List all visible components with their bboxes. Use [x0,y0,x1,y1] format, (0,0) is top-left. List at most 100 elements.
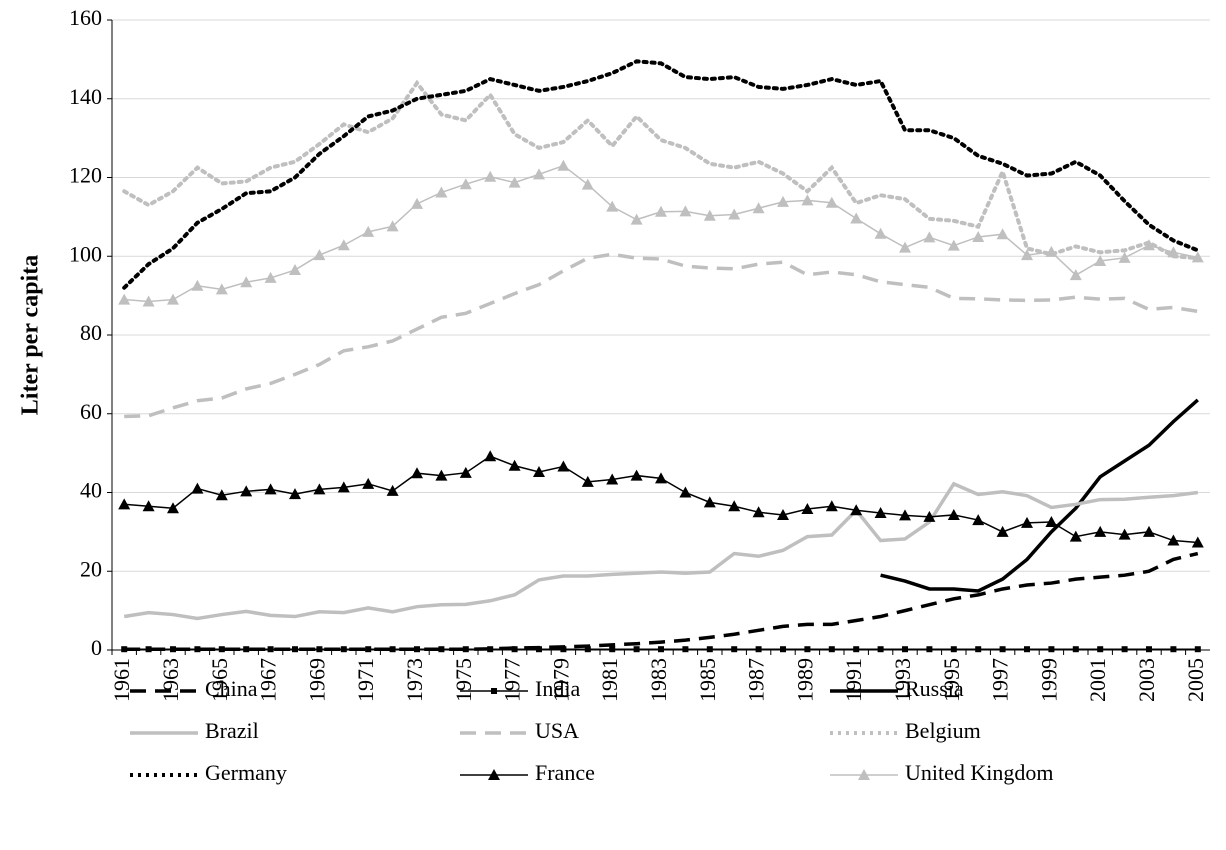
x-tick-label: 1961 [109,658,134,702]
data-point [435,186,448,198]
data-point [459,466,472,478]
data-point [1094,525,1107,537]
data-point [118,293,131,305]
legend-label: United Kingdom [905,760,1054,785]
data-point [703,496,716,508]
data-point [731,646,738,653]
data-point [459,178,472,190]
data-point [264,483,277,495]
data-point [877,646,884,653]
data-point [755,646,762,653]
data-point [1069,530,1082,542]
series-line [122,59,1200,290]
data-point [167,293,179,305]
data-point [1191,251,1204,263]
data-point [267,646,274,653]
data-point [633,646,640,653]
data-point [462,646,469,653]
data-point [411,197,423,209]
data-point [874,227,887,239]
data-point [170,646,176,653]
data-point [728,500,741,512]
data-point [584,646,591,653]
data-point [703,209,716,221]
data-point [850,212,863,224]
data-point [947,508,960,520]
data-point [777,508,789,520]
data-point [947,239,960,251]
data-point [1146,646,1152,653]
data-point [828,646,835,653]
data-point [1191,536,1204,548]
data-point [682,646,689,653]
data-point [780,646,786,653]
data-point [1072,646,1079,653]
x-tick-label: 1963 [158,658,183,702]
data-point [874,506,887,518]
data-point [1118,251,1131,263]
data-point [996,525,1009,537]
data-point [923,231,936,243]
data-point [902,646,908,653]
data-point [679,486,692,498]
data-point [484,170,497,182]
x-tick-label: 1969 [304,658,329,702]
data-point [142,500,155,512]
legend-marker [858,769,870,780]
data-point [215,489,228,501]
data-point [533,466,545,478]
legend-label: Brazil [205,718,259,743]
data-point [389,646,396,653]
data-point [853,646,860,653]
legend-label: France [535,760,595,785]
data-point [972,514,985,526]
data-point [386,484,399,496]
legend-label: Germany [205,760,287,785]
data-point [191,482,204,494]
data-point [289,264,301,276]
data-point [243,646,250,653]
data-point [557,460,570,472]
data-point [316,646,323,653]
legend-marker [488,769,500,780]
data-point [899,509,911,521]
data-point [511,646,518,653]
data-point [313,483,326,495]
data-point [414,646,420,653]
data-point [1048,646,1055,653]
x-tick-label: 1981 [597,658,622,702]
series-line [880,398,1199,593]
x-tick-label: 2005 [1183,658,1208,702]
y-tick-label: 0 [91,635,102,660]
x-tick-label: 1985 [695,658,720,702]
data-point [752,202,765,214]
data-point [1045,516,1058,528]
data-point [145,646,152,653]
data-point [533,168,545,180]
legend-label: Russia [905,676,964,701]
x-tick-label: 1979 [548,658,573,702]
x-tick-label: 1997 [988,658,1013,702]
y-tick-label: 140 [69,84,102,109]
data-point [362,477,375,489]
data-point [194,646,201,653]
data-point [508,176,521,188]
data-point [487,646,494,653]
series-line [124,551,1199,651]
data-point [362,225,375,237]
x-tick-label: 1965 [207,658,232,702]
data-point [340,646,347,653]
x-tick-label: 1983 [646,658,671,702]
data-point [1167,246,1180,258]
data-point [337,481,350,493]
data-point [240,276,253,288]
data-point [118,498,131,510]
data-point [1143,525,1155,537]
y-tick-label: 80 [80,320,102,345]
data-point [167,502,179,514]
data-point [1069,269,1082,281]
x-tick-label: 1987 [744,658,769,702]
data-point [728,208,741,220]
y-tick-label: 60 [80,399,102,424]
